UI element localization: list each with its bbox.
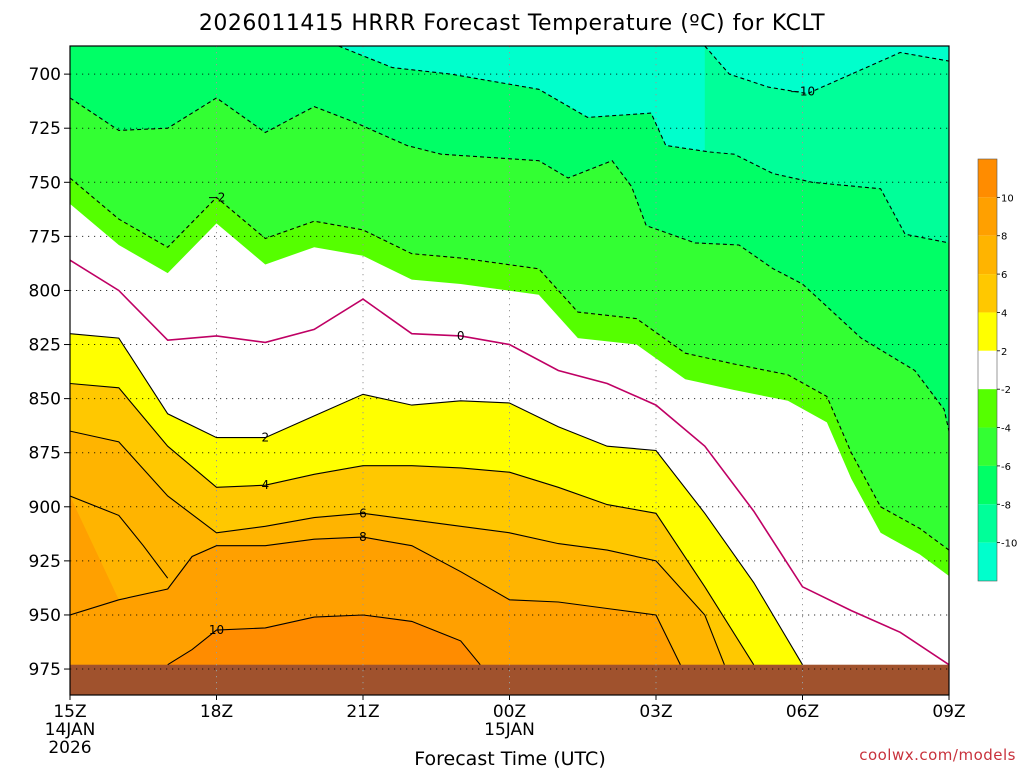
colorbar-label: -10 — [1001, 539, 1017, 550]
colorbar-segment — [978, 274, 997, 313]
y-tick-label: 800 — [29, 281, 61, 301]
colorbar-segment — [978, 235, 997, 275]
colorbar-segment — [978, 197, 997, 236]
plot-area: −10 −2 0 2 4 6 8 10 — [70, 46, 949, 695]
x-axis-label: Forecast Time (UTC) — [414, 748, 605, 768]
grid-lines — [70, 46, 949, 695]
x-tick-label: 2026 — [48, 738, 91, 758]
y-tick-label: 900 — [29, 498, 61, 518]
y-tick-label: 875 — [29, 444, 61, 464]
colorbar-segment — [978, 312, 997, 351]
colorbar-frame — [977, 158, 998, 582]
colorbar-segment — [978, 465, 997, 505]
x-tick-label: 18Z — [200, 702, 233, 722]
colorbar: 10 8 6 4 2 -2 -4 -6 -8 -10 — [977, 158, 1017, 582]
contour-label: −2 — [208, 190, 226, 204]
colorbar-label: -6 — [1001, 462, 1011, 473]
x-tick-label: 15JAN — [484, 720, 535, 740]
colorbar-segment — [978, 542, 997, 581]
y-tick-label: 775 — [29, 227, 61, 247]
colorbar-label: 10 — [1001, 193, 1014, 204]
chart-title: 2026011415 HRRR Forecast Temperature (ºC… — [199, 11, 825, 36]
y-tick-label: 700 — [29, 65, 61, 85]
isotherm-line — [167, 614, 481, 666]
isotherm-line — [70, 536, 681, 665]
isotherm-lines — [70, 46, 949, 666]
colorbar-label: -8 — [1001, 500, 1011, 511]
fill-plus10-plus12 — [167, 615, 481, 665]
colorbar-label: 8 — [1001, 232, 1007, 243]
colorbar-label: 2 — [1001, 347, 1007, 358]
colorbar-segment — [978, 427, 997, 466]
y-tick-label: 950 — [29, 606, 61, 626]
isotherm-line — [70, 495, 169, 579]
x-tick-label: 00Z — [493, 702, 526, 722]
colorbar-label: 6 — [1001, 270, 1007, 281]
contour-label: 8 — [359, 530, 367, 544]
isotherm-line — [70, 333, 803, 665]
isotherm-line — [70, 430, 725, 665]
y-tick-label: 825 — [29, 336, 61, 356]
x-tick-label: 06Z — [786, 702, 819, 722]
x-tick-label: 03Z — [639, 702, 672, 722]
x-tick-label: 09Z — [932, 702, 965, 722]
colorbar-segment — [978, 159, 997, 198]
isotherm-line — [704, 46, 949, 95]
isotherm-line — [70, 259, 949, 666]
x-tick-label: 14JAN — [45, 720, 96, 740]
contour-label: 0 — [457, 329, 465, 343]
y-tick-label: 850 — [29, 390, 61, 410]
contour-label: 2 — [262, 431, 270, 445]
colorbar-label: -4 — [1001, 424, 1011, 435]
contour-label: 10 — [209, 623, 224, 637]
colorbar-label: 4 — [1001, 308, 1007, 319]
colorbar-label: -2 — [1001, 385, 1011, 396]
credit-text: coolwx.com/models — [859, 746, 1016, 764]
x-tick-label: 15Z — [53, 702, 86, 722]
y-tick-label: 975 — [29, 660, 61, 680]
ground-surface — [70, 664, 949, 695]
colorbar-segment — [978, 504, 997, 543]
y-tick-label: 750 — [29, 173, 61, 193]
contour-labels: −10 −2 0 2 4 6 8 10 — [208, 84, 816, 637]
colorbar-segment — [978, 389, 997, 428]
contour-label: 6 — [359, 506, 367, 520]
y-tick-label: 725 — [29, 119, 61, 139]
contour-label: −10 — [790, 84, 815, 98]
contour-label: 4 — [262, 478, 270, 492]
x-tick-label: 21Z — [346, 702, 379, 722]
colorbar-segment — [978, 350, 997, 390]
temperature-fills — [70, 46, 949, 695]
y-axis: 700 725 750 775 800 825 850 875 900 925 950 975 — [29, 65, 70, 680]
y-tick-label: 925 — [29, 552, 61, 572]
isotherm-line — [70, 382, 755, 665]
